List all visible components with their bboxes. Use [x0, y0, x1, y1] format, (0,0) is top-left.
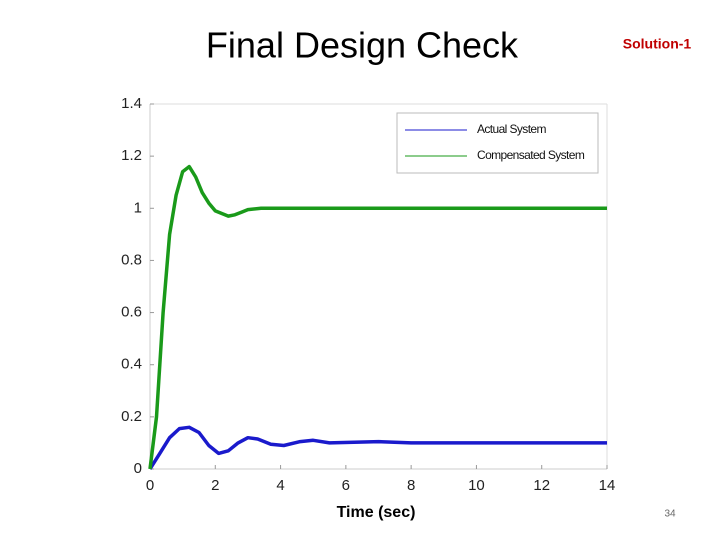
- x-tick-label: 12: [533, 477, 550, 494]
- x-axis-label: Time (sec): [337, 504, 416, 521]
- y-tick-label: 1.2: [121, 147, 142, 164]
- x-tick-label: 8: [407, 477, 415, 494]
- x-tick-label: 6: [342, 477, 350, 494]
- y-tick-label: 0.4: [121, 356, 142, 373]
- slide-tag: Solution-1: [623, 36, 692, 52]
- y-tick-label: 0.2: [121, 408, 142, 425]
- slide-title: Final Design Check: [206, 25, 519, 66]
- x-tick-label: 4: [276, 477, 284, 494]
- series-line: [148, 425, 607, 470]
- y-tick-label: 0.8: [121, 251, 142, 268]
- legend-label: Actual System: [477, 122, 546, 136]
- x-tick-label: 0: [146, 477, 154, 494]
- legend-box: [396, 112, 599, 174]
- legend-label: Compensated System: [477, 148, 585, 162]
- x-tick-label: 14: [599, 477, 616, 494]
- y-tick-label: 1.4: [121, 95, 142, 112]
- page-number: 34: [664, 509, 676, 520]
- x-tick-label: 10: [468, 477, 485, 494]
- y-tick-label: 1: [134, 199, 142, 216]
- y-tick-label: 0.6: [121, 304, 142, 321]
- x-tick-label: 2: [211, 477, 219, 494]
- series-line: [148, 164, 607, 470]
- y-tick-label: 0: [134, 460, 142, 477]
